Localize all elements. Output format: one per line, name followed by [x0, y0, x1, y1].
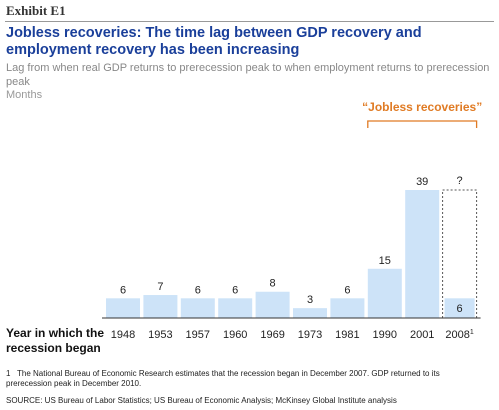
units-label: Months — [6, 89, 43, 101]
bar-2008 — [444, 298, 475, 318]
bar-value-label: 6 — [344, 284, 350, 296]
bar-value-label: 15 — [379, 255, 391, 267]
x-tick-label: 20081 — [445, 329, 473, 341]
bar-1957 — [180, 298, 215, 318]
bar-1990 — [367, 268, 402, 318]
x-tick-label: 1981 — [335, 329, 359, 341]
tick-footnote-mark: 1 — [470, 329, 474, 336]
bar-1953 — [143, 295, 178, 318]
footnote-text: The National Bureau of Economic Research… — [6, 369, 440, 388]
annotation-group: “Jobless recoveries” — [362, 100, 482, 128]
bar-value-label: 6 — [120, 284, 126, 296]
bar-value-label: 3 — [307, 294, 313, 306]
header-divider — [5, 21, 494, 22]
bar-1981 — [330, 298, 365, 318]
exhibit-label: Exhibit E1 — [6, 3, 66, 18]
annotation-bracket — [367, 120, 478, 128]
x-tick-label: 1948 — [111, 329, 135, 341]
x-tick-label: 1990 — [373, 329, 397, 341]
bar-value-label: 39 — [416, 176, 428, 188]
projected-bar-outline — [442, 189, 478, 319]
x-tick-label: 1973 — [298, 329, 322, 341]
source-note: SOURCE: US Bureau of Labor Statistics; U… — [6, 396, 397, 405]
chart-title: Jobless recoveries: The time lag between… — [6, 25, 422, 58]
bar-value-label: 6 — [457, 303, 463, 315]
x-tick-label: 2001 — [410, 329, 434, 341]
x-tick-label: 1960 — [223, 329, 247, 341]
x-tick-label: 1957 — [186, 329, 210, 341]
bar-value-label: 6 — [232, 284, 238, 296]
bar-value-label: 6 — [195, 284, 201, 296]
chart-subtitle: Lag from when real GDP returns to prerec… — [6, 62, 490, 88]
footnote: 1 The National Bureau of Economic Resear… — [6, 369, 486, 389]
x-axis-label: Year in which the recession began — [6, 326, 107, 355]
bar-1969 — [255, 291, 290, 318]
bar-2001 — [405, 190, 440, 318]
bar-value-label: 7 — [157, 281, 163, 293]
bar-1960 — [218, 298, 253, 318]
projected-value-label: ? — [457, 175, 463, 187]
bars-group: 6 7 6 6 8 3 6 15 39 ? 6 — [106, 175, 478, 319]
annotation-label: “Jobless recoveries” — [362, 100, 482, 114]
bar-1948 — [106, 298, 140, 318]
bar-value-label: 8 — [270, 278, 276, 290]
x-tick-label: 1969 — [260, 329, 284, 341]
x-tick-labels: 1948 1953 1957 1960 1969 1973 1981 1990 2001 2008… — [111, 329, 474, 341]
bar-1973 — [293, 308, 327, 318]
footnote-mark: 1 — [6, 369, 11, 378]
x-tick-label: 1953 — [148, 329, 172, 341]
